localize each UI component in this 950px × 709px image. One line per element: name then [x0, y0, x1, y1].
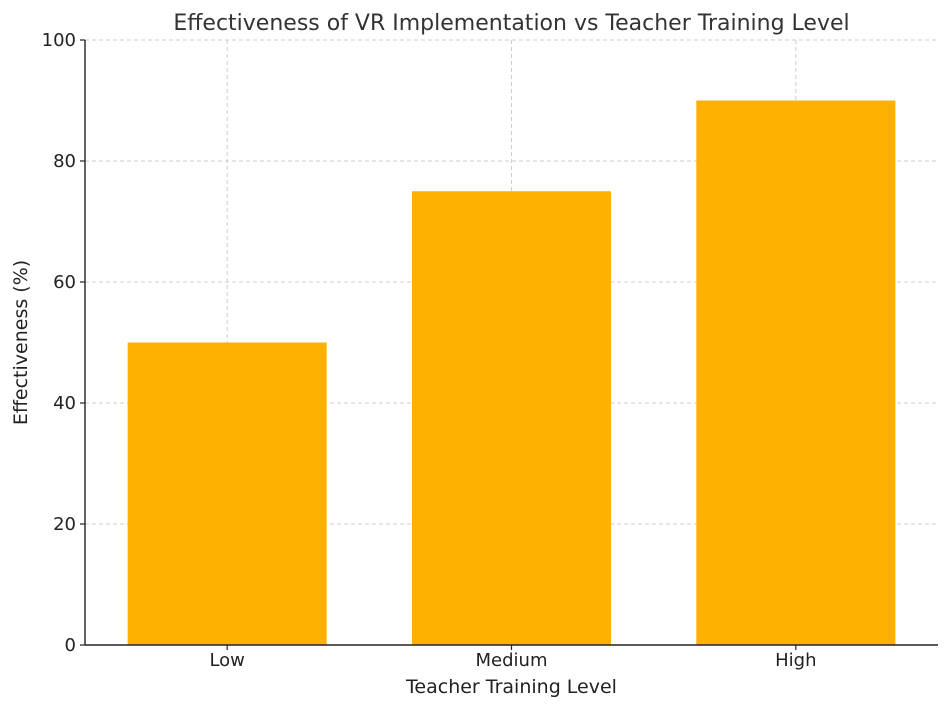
x-tick-label-medium: Medium	[476, 650, 548, 671]
x-tick-label-high: High	[775, 650, 816, 671]
y-tick-label: 60	[53, 272, 76, 293]
bars	[127, 100, 896, 645]
y-axis-label: Effectiveness (%)	[10, 260, 32, 425]
y-tick-label: 40	[53, 393, 76, 414]
x-axis-ticks: Low Medium High	[209, 645, 817, 671]
y-tick-label: 80	[53, 151, 76, 172]
bar-low	[127, 342, 327, 645]
y-tick-label: 0	[65, 635, 76, 656]
y-axis-ticks: 0 20 40 60 80 100	[42, 30, 85, 656]
x-axis-label: Teacher Training Level	[405, 676, 617, 698]
x-tick-label-low: Low	[209, 650, 244, 671]
bar-medium	[411, 191, 612, 645]
y-tick-label: 20	[53, 514, 76, 535]
y-tick-label: 100	[42, 30, 76, 51]
bar-high	[696, 100, 896, 645]
chart-title: Effectiveness of VR Implementation vs Te…	[173, 11, 849, 36]
